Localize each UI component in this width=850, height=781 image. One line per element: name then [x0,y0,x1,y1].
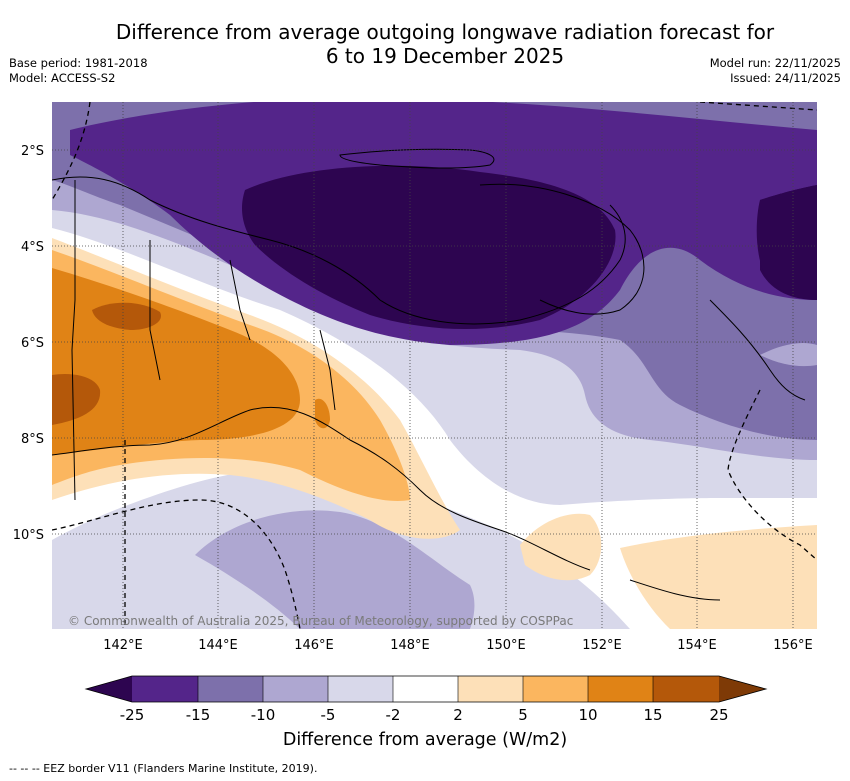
colorbar-tick-p5: 5 [518,706,528,724]
metadata-right: Model run: 22/11/2025 Issued: 24/11/2025 [710,56,841,86]
colorbar-label: Difference from average (W/m2) [282,730,568,750]
patch-p15-p25-north [92,302,161,330]
colorbar-dividers [197,676,654,702]
colorbar-swatch-m2-p2 [393,676,458,702]
eez-footnote: -- -- -- EEZ border V11 (Flanders Marine… [9,762,318,775]
lat-label-6s: 6°S [21,336,44,351]
lon-label-144e: 144°E [198,638,238,653]
patch-p2-p5-southeast [620,525,817,629]
lon-label-150e: 150°E [486,638,526,653]
issued-date: Issued: 24/11/2025 [730,71,841,85]
new-britain-coast [479,183,645,315]
eez-north-east [699,102,817,111]
eez-north-west [52,102,91,201]
lon-label-146e: 146°E [294,638,334,653]
colorbar-swatch-p5-p10 [523,676,588,702]
colorbar-extend-low [86,676,132,702]
colorbar-tick-p15: 15 [643,706,662,724]
colorbar-swatch-m15-m10 [198,676,263,702]
patch-p2-p5-east [520,513,602,581]
border-west [71,180,76,501]
metadata-left: Base period: 1981-2018 Model: ACCESS-S2 [9,56,148,86]
patch-p15-p25-west [52,373,101,425]
border-inner-3 [319,329,336,411]
lon-label-156e: 156°E [773,638,813,653]
border-inner-1 [149,240,161,381]
lon-label-148e: 148°E [390,638,430,653]
solomon-coast [629,579,721,601]
title-line-1: Difference from average outgoing longwav… [115,20,775,44]
colorbar-tick-m25: -25 [120,706,145,724]
core-lt-m25 [242,165,616,330]
colorbar-tick-p10: 10 [578,706,597,724]
lat-label-4s: 4°S [21,240,44,255]
colorbar-tick-m5: -5 [321,706,336,724]
colorbar-swatch-m10-m5 [263,676,328,702]
south-band-m10-m5 [195,510,475,629]
colorbar-outline [84,675,768,703]
coastlines [52,148,806,601]
colorbar-tick-p25: 25 [709,706,728,724]
copyright-notice: © Commonwealth of Australia 2025, Bureau… [68,614,574,628]
lat-label-2s: 2°S [21,144,44,159]
colorbar-swatch-p10-p15 [588,676,653,702]
colorbar-tick-p2: 2 [453,706,463,724]
anomaly-field [52,102,817,629]
colorbar-tick-m10: -10 [251,706,276,724]
colorbar-swatch-p15-p25 [653,676,719,702]
lat-label-10s: 10°S [13,528,44,543]
new-guinea-south-coast [52,406,591,571]
colorbar-extend-high [719,676,766,702]
lon-label-154e: 154°E [677,638,717,653]
base-period: Base period: 1981-2018 [9,56,148,70]
colorbar-swatch-m25-m15 [132,676,198,702]
map-title: Difference from average outgoing longwav… [50,20,840,68]
model-name: Model: ACCESS-S2 [9,71,116,85]
new-guinea-north-coast [52,176,626,325]
bougainville-coast [709,299,806,401]
eez-borders [52,102,817,629]
model-run: Model run: 22/11/2025 [709,56,841,70]
graticule [52,102,817,629]
colorbar: -25 -15 -10 -5 -2 2 5 10 15 25 [84,675,768,724]
patch-m10-m5-east [760,343,817,367]
colorbar-swatch-m5-m2 [328,676,393,702]
lon-label-152e: 152°E [582,638,622,653]
new-hanover-coast [339,148,495,169]
core-lt-m25-east-b [756,185,817,300]
colorbar-tick-m2: -2 [386,706,401,724]
title-line-2: 6 to 19 December 2025 [325,44,565,68]
lon-label-142e: 142°E [103,638,143,653]
colorbar-swatch-p2-p5 [458,676,523,702]
lat-label-8s: 8°S [21,432,44,447]
province-borders [71,180,336,501]
border-inner-2 [229,259,251,341]
eez-south [52,499,301,629]
colorbar-tick-m15: -15 [186,706,211,724]
